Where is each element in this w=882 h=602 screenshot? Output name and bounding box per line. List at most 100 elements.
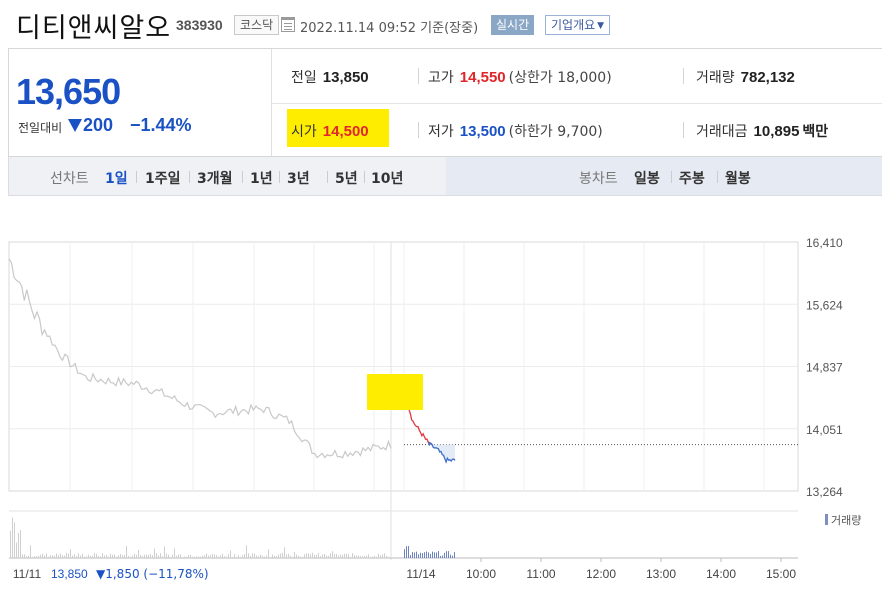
volume-bar — [330, 553, 331, 558]
volume-bar — [138, 549, 139, 558]
prev-close-label: 전일 — [291, 70, 317, 86]
stock-code: 383930 — [176, 17, 223, 33]
tab-weekly-candle[interactable]: 주봉 — [679, 171, 705, 187]
volume-bar — [120, 553, 121, 558]
volume-bar — [432, 551, 433, 558]
volume-bar — [342, 554, 343, 558]
volume-bar — [358, 555, 359, 558]
volume-bar — [334, 553, 335, 558]
tab-5y[interactable]: 5년 — [335, 171, 358, 187]
volume-bar — [278, 554, 279, 558]
volume-bar — [166, 553, 167, 558]
volume-bar — [320, 556, 321, 558]
volume-bars: 거래량 — [10, 514, 861, 558]
volume-bar — [386, 556, 387, 558]
company-info-button[interactable]: 기업개요 ▼ — [545, 15, 611, 35]
volume-bar — [22, 554, 23, 558]
tab-monthly-candle[interactable]: 월봉 — [725, 171, 751, 187]
tab-separator — [327, 171, 328, 183]
volume-bar — [438, 551, 439, 558]
y-tick-label: 15,624 — [806, 298, 843, 312]
volume-bar — [338, 555, 339, 558]
volume-bar — [90, 555, 91, 558]
tab-10y[interactable]: 10년 — [371, 171, 404, 187]
volume-legend-swatch — [825, 514, 828, 525]
market-badge: 코스닥 — [234, 15, 280, 35]
volume-bar — [168, 554, 169, 558]
volume-bar — [422, 553, 423, 558]
low-label: 저가 — [428, 124, 454, 140]
volume-bar — [134, 553, 135, 558]
tab-1d[interactable]: 1일 — [105, 171, 128, 187]
chart-tab-bar: 선차트 1일 1주일 3개월 1년 3년 5년 10년 봉차트 일봉 주봉 월봉 — [8, 157, 882, 196]
volume-bar — [46, 553, 47, 558]
low-stat: 저가 13,500 (하한가 9,700) — [428, 121, 603, 141]
volume-bar — [16, 542, 17, 558]
footer-prev-close: 13,850 — [51, 567, 88, 581]
volume-bar — [388, 556, 389, 558]
volume-bar — [382, 554, 383, 558]
x-tick-label: 15:00 — [766, 567, 796, 581]
volume-bar — [40, 554, 41, 558]
volume-label: 거래량 — [696, 70, 735, 86]
volume-bar — [176, 555, 177, 558]
volume-bar — [318, 553, 319, 558]
candle-chart-label: 봉차트 — [579, 171, 618, 187]
volume-bar — [266, 555, 267, 558]
volume-bar — [144, 554, 145, 558]
volume-bar — [240, 556, 241, 558]
volume-bar — [164, 546, 165, 558]
volume-bar — [50, 555, 51, 558]
volume-bar — [246, 545, 247, 558]
volume-bar — [268, 549, 269, 558]
volume-bar — [236, 556, 237, 558]
volume-bar — [60, 553, 61, 558]
line-chart-label: 선차트 — [50, 171, 89, 187]
volume-bar — [44, 555, 45, 558]
volume-bar — [230, 550, 231, 558]
tab-3m[interactable]: 3개월 — [197, 171, 233, 187]
volume-bar — [196, 556, 197, 558]
y-tick-label: 14,837 — [806, 361, 843, 375]
volume-bar — [428, 552, 429, 558]
volume-legend-label: 거래량 — [831, 514, 861, 527]
stat-divider — [272, 103, 882, 104]
change-value: 200 — [83, 115, 114, 135]
tab-1y[interactable]: 1년 — [250, 171, 273, 187]
open-label: 시가 — [291, 124, 317, 140]
volume-bar — [260, 554, 261, 558]
volume-bar — [234, 554, 235, 558]
volume-bar — [182, 556, 183, 558]
volume-bar — [158, 555, 159, 558]
volume-bar — [408, 546, 409, 558]
volume-bar — [122, 555, 123, 558]
volume-bar — [152, 555, 153, 558]
lower-limit: (하한가 9,700) — [508, 124, 603, 140]
volume-bar — [410, 555, 411, 558]
volume-bar — [384, 553, 385, 558]
volume-bar — [94, 553, 95, 558]
volume-bar — [296, 554, 297, 558]
volume-bar — [372, 556, 373, 558]
volume-bar — [264, 556, 265, 558]
volume-bar — [252, 553, 253, 558]
volume-bar — [58, 555, 59, 558]
volume-bar — [316, 554, 317, 558]
volume-bar — [340, 554, 341, 558]
volume-bar — [116, 556, 117, 558]
volume-bar — [188, 555, 189, 558]
volume-bar — [132, 555, 133, 558]
x-tick-label: 13:00 — [646, 567, 676, 581]
footer-change: ▼1,850 (−11,78%) — [96, 567, 209, 581]
tab-1w[interactable]: 1주일 — [145, 171, 181, 187]
down-triangle-icon — [68, 119, 82, 132]
tab-separator — [671, 171, 672, 183]
volume-bar — [70, 549, 71, 558]
realtime-button[interactable]: 실시간 — [491, 15, 535, 35]
volume-bar — [294, 551, 295, 558]
volume-bar — [80, 555, 81, 558]
tab-3y[interactable]: 3년 — [287, 171, 310, 187]
tab-daily-candle[interactable]: 일봉 — [634, 171, 660, 187]
volume-bar — [360, 556, 361, 558]
